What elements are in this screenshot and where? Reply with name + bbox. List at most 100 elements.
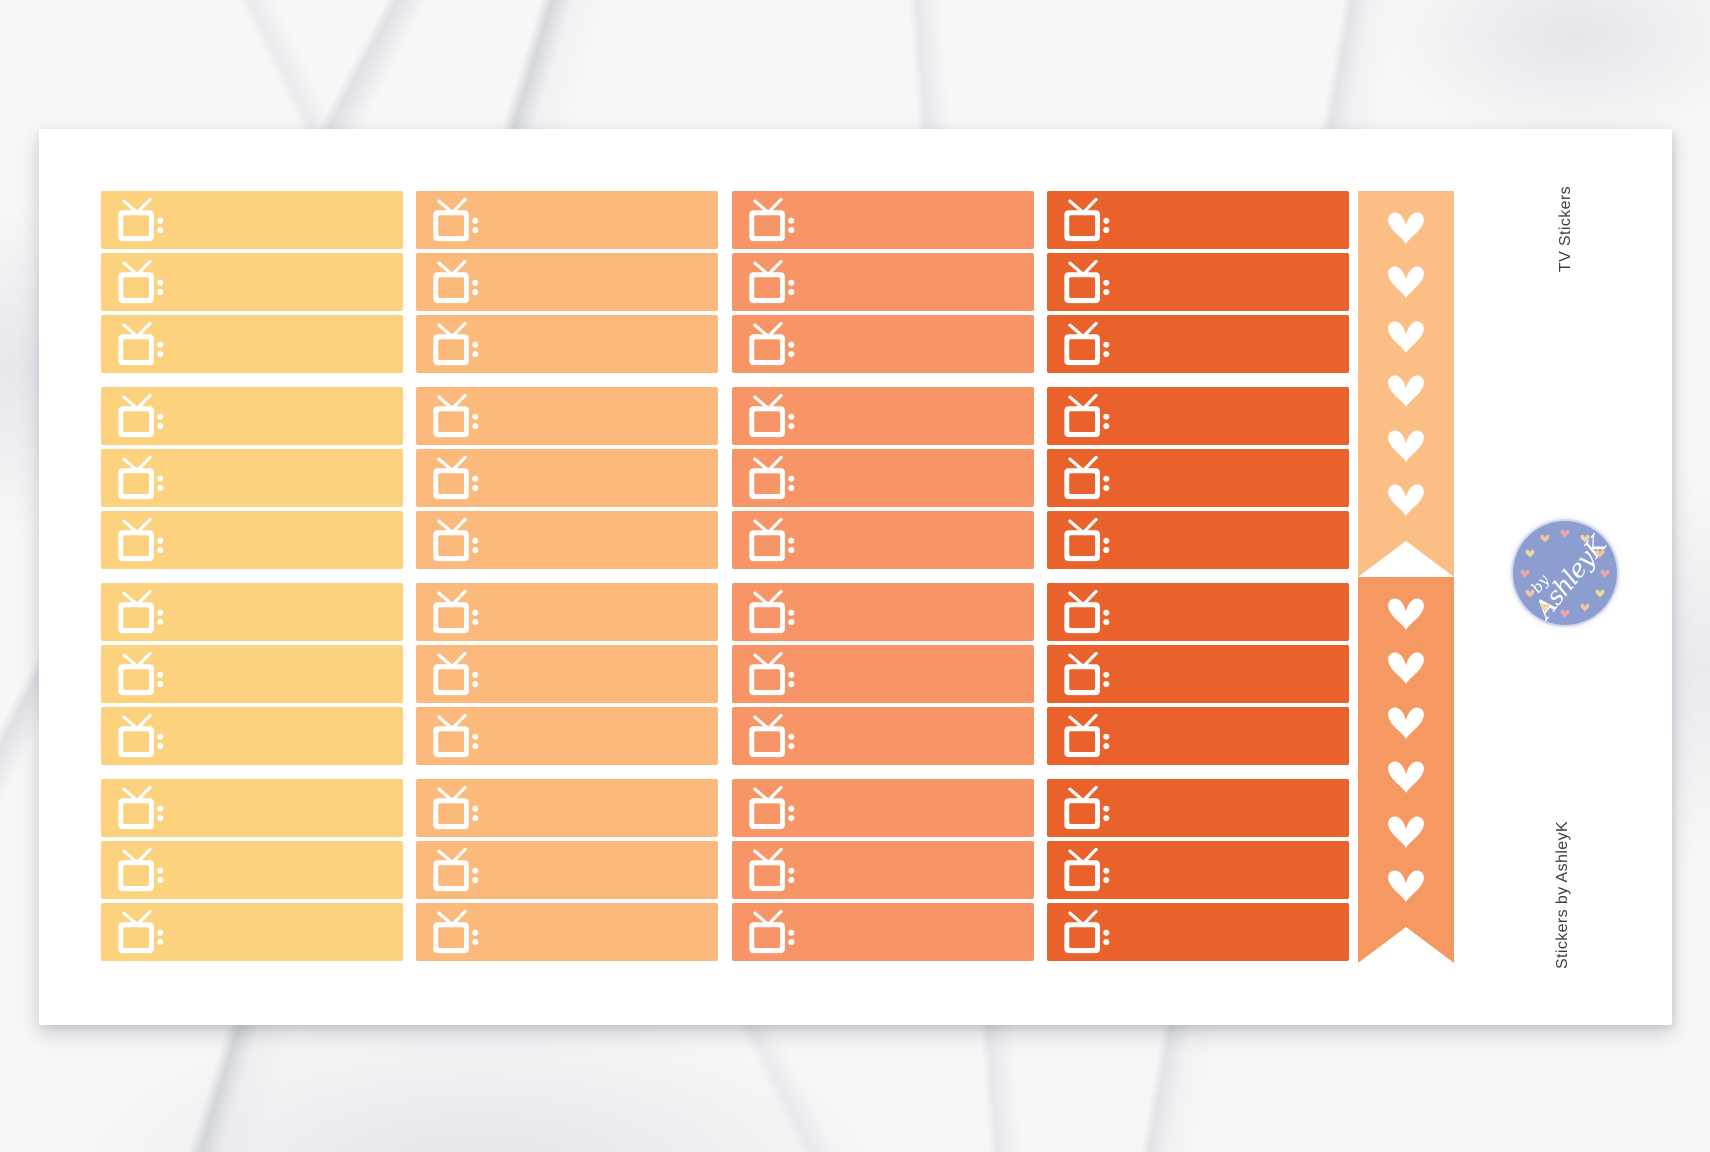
mini-heart-icon [1560,609,1570,618]
tv-label-sticker-light-orange [416,583,718,641]
tv-icon [433,260,479,304]
tv-label-sticker-yellow [101,707,403,765]
tv-icon [433,518,479,562]
heart-icon [1386,705,1426,740]
tv-icon [433,394,479,438]
tv-icon [1064,198,1110,242]
tv-icon [433,652,479,696]
tv-label-sticker-light-orange [416,841,718,899]
tv-label-sticker-orange [732,315,1034,373]
tv-label-sticker-orange [732,449,1034,507]
tv-label-sticker-yellow [101,511,403,569]
tv-label-sticker-dark-orange [1047,315,1349,373]
tv-label-sticker-orange [732,903,1034,961]
tv-label-sticker-orange [732,707,1034,765]
tv-icon [1064,394,1110,438]
tv-label-sticker-orange [732,191,1034,249]
tv-icon [118,910,164,954]
tv-icon [749,322,795,366]
tv-label-sticker-orange [732,511,1034,569]
mini-heart-icon [1595,549,1605,558]
heart-banner-segment-1 [1358,191,1454,577]
tv-label-sticker-yellow [101,315,403,373]
sticker-sheet: TV Stickers Stickers by AshleyK by Ashle… [39,129,1672,1025]
tv-icon [118,322,164,366]
tv-icon [749,848,795,892]
tv-icon [1064,848,1110,892]
tv-label-sticker-yellow [101,903,403,961]
tv-icon [433,456,479,500]
heart-icon [1386,482,1426,517]
tv-label-sticker-light-orange [416,253,718,311]
tv-label-sticker-light-orange [416,449,718,507]
heart-icon [1386,319,1426,354]
brand-label: Stickers by AshleyK [1554,820,1571,970]
mini-heart-icon [1595,589,1605,598]
mini-heart-icon [1540,534,1550,543]
tv-label-sticker-orange [732,583,1034,641]
tv-icon [1064,590,1110,634]
tv-icon [118,590,164,634]
tv-icon [1064,786,1110,830]
tv-icon [1064,652,1110,696]
tv-label-sticker-yellow [101,645,403,703]
tv-label-sticker-dark-orange [1047,583,1349,641]
tv-label-sticker-yellow [101,841,403,899]
tv-label-sticker-dark-orange [1047,191,1349,249]
tv-label-sticker-orange [732,779,1034,837]
tv-label-sticker-orange [732,387,1034,445]
tv-icon [433,786,479,830]
tv-icon [749,786,795,830]
mini-heart-icon [1580,534,1590,543]
tv-label-sticker-dark-orange [1047,841,1349,899]
tv-icon [433,198,479,242]
tv-label-sticker-yellow [101,449,403,507]
mini-heart-icon [1520,569,1530,578]
tv-icon [1064,456,1110,500]
tv-label-sticker-light-orange [416,903,718,961]
tv-icon [118,260,164,304]
heart-icon [1386,868,1426,903]
sheet-title-label: TV Stickers [1557,185,1574,273]
tv-label-sticker-yellow [101,253,403,311]
tv-icon [1064,322,1110,366]
tv-label-sticker-dark-orange [1047,511,1349,569]
mini-heart-icon [1600,569,1610,578]
tv-icon [749,714,795,758]
tv-icon [749,260,795,304]
tv-label-sticker-dark-orange [1047,645,1349,703]
tv-label-sticker-dark-orange [1047,903,1349,961]
tv-icon [118,518,164,562]
heart-icon [1386,759,1426,794]
heart-icon [1386,650,1426,685]
tv-icon [118,652,164,696]
heart-icon [1386,814,1426,849]
tv-icon [749,394,795,438]
ashleyk-logo-badge: by AshleyK [1513,521,1617,625]
tv-icon [433,910,479,954]
tv-icon [749,910,795,954]
tv-label-sticker-dark-orange [1047,707,1349,765]
tv-icon [1064,260,1110,304]
tv-label-sticker-light-orange [416,645,718,703]
tv-icon [749,518,795,562]
tv-label-sticker-dark-orange [1047,253,1349,311]
heart-icon [1386,373,1426,408]
heart-icon [1386,596,1426,631]
tv-icon [749,652,795,696]
tv-icon [118,714,164,758]
tv-label-sticker-dark-orange [1047,779,1349,837]
tv-label-sticker-yellow [101,387,403,445]
tv-icon [749,198,795,242]
tv-icon [1064,518,1110,562]
tv-label-sticker-light-orange [416,387,718,445]
tv-label-sticker-yellow [101,583,403,641]
tv-label-sticker-light-orange [416,191,718,249]
tv-icon [433,848,479,892]
tv-icon [749,456,795,500]
tv-label-sticker-light-orange [416,707,718,765]
tv-label-sticker-orange [732,253,1034,311]
tv-label-sticker-yellow [101,779,403,837]
tv-label-sticker-dark-orange [1047,387,1349,445]
